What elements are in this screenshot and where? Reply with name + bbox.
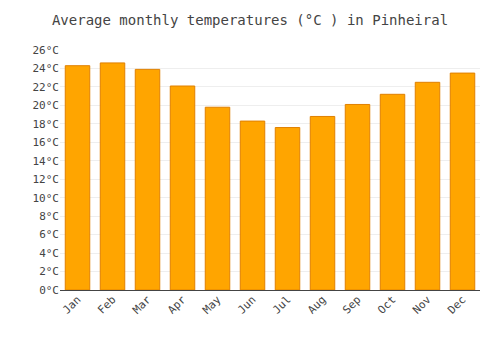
svg-text:Aug: Aug bbox=[305, 293, 328, 316]
svg-text:6°C: 6°C bbox=[39, 228, 59, 241]
svg-text:Average monthly temperatures (: Average monthly temperatures (°C ) in Pi… bbox=[52, 12, 448, 28]
svg-text:Oct: Oct bbox=[375, 293, 398, 316]
svg-text:16°C: 16°C bbox=[33, 136, 60, 149]
svg-text:20°C: 20°C bbox=[33, 99, 60, 112]
svg-text:Sep: Sep bbox=[340, 293, 363, 316]
svg-text:Nov: Nov bbox=[410, 293, 434, 317]
svg-text:2°C: 2°C bbox=[39, 265, 59, 278]
svg-text:Jan: Jan bbox=[60, 293, 83, 316]
svg-text:May: May bbox=[200, 293, 224, 317]
svg-text:22°C: 22°C bbox=[33, 81, 60, 94]
svg-text:Apr: Apr bbox=[165, 293, 189, 317]
svg-text:4°C: 4°C bbox=[39, 247, 59, 260]
svg-text:Feb: Feb bbox=[95, 293, 118, 316]
svg-text:24°C: 24°C bbox=[33, 62, 60, 75]
svg-text:18°C: 18°C bbox=[33, 118, 60, 131]
svg-text:Jun: Jun bbox=[235, 293, 258, 316]
svg-text:14°C: 14°C bbox=[33, 155, 60, 168]
svg-text:12°C: 12°C bbox=[33, 173, 60, 186]
svg-text:Jul: Jul bbox=[270, 293, 293, 316]
svg-text:Dec: Dec bbox=[445, 293, 468, 316]
svg-text:10°C: 10°C bbox=[33, 192, 60, 205]
svg-text:8°C: 8°C bbox=[39, 210, 59, 223]
svg-text:Mar: Mar bbox=[130, 293, 154, 317]
svg-text:26°C: 26°C bbox=[33, 44, 60, 57]
svg-text:0°C: 0°C bbox=[39, 284, 59, 297]
